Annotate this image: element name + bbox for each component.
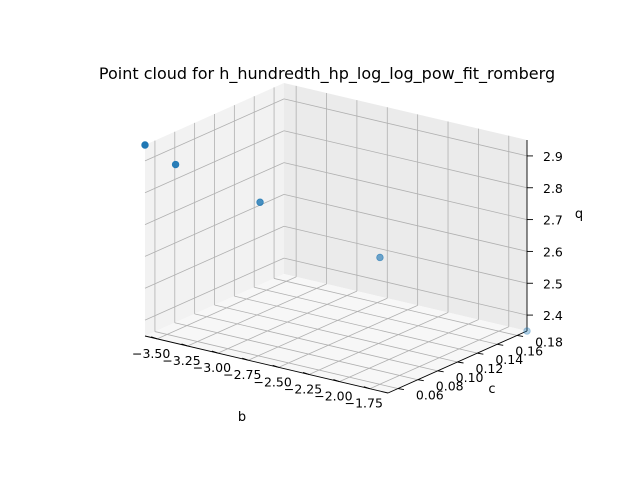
grid-line-y-floor: [214, 304, 458, 363]
y-tick-label: 0.16: [515, 343, 543, 358]
y-tick-label: 0.06: [416, 388, 444, 403]
x-tick-label: −2.50: [253, 374, 291, 389]
grid-line-y-floor: [154, 331, 399, 389]
grid-line-y-floor: [174, 322, 418, 381]
chart-ticks: −3.50−3.25−3.00−2.75−2.50−2.25−2.00−1.75…: [132, 149, 563, 411]
data-point: [171, 160, 180, 169]
chart-grid: [144, 85, 528, 390]
x-tick-mark: [151, 336, 158, 340]
grid-line-z-left: [144, 257, 285, 321]
grid-line-y-floor: [273, 278, 518, 336]
grid-line-z-back: [283, 257, 528, 316]
x-tick-label: −3.25: [162, 353, 200, 368]
grid-line-z-left: [144, 98, 285, 162]
x-tick-label: −1.75: [345, 396, 383, 411]
grid-line-z-left: [144, 130, 285, 194]
x-tick-mark: [363, 386, 370, 390]
z-tick-label: 2.4: [543, 308, 563, 323]
y-axis-label: c: [488, 382, 495, 397]
data-point: [376, 253, 384, 262]
grid-line-y-floor: [254, 286, 498, 345]
data-point: [256, 198, 264, 206]
y-tick-mark: [516, 334, 524, 337]
grid-line-y-floor: [194, 313, 438, 372]
x-tick-mark: [242, 357, 249, 361]
y-tick-label: 0.10: [456, 370, 484, 385]
x-tick-mark: [181, 343, 188, 347]
x-tick-mark: [211, 350, 219, 354]
grid-line-y-floor: [234, 295, 478, 354]
z-tick-label: 2.8: [543, 181, 563, 196]
x-axis-label: b: [238, 410, 246, 425]
x-tick-label: −3.00: [193, 360, 231, 375]
y-tick-mark: [497, 343, 504, 346]
grid-line-z-back: [283, 162, 528, 220]
y-tick-label: 0.12: [476, 361, 504, 376]
x-tick-label: −3.50: [132, 346, 170, 361]
data-point: [141, 141, 149, 149]
y-tick-label: 0.14: [495, 352, 523, 367]
x-tick-label: −2.25: [284, 381, 322, 396]
grid-line-z-left: [144, 162, 285, 225]
y-tick-label: 0.08: [436, 379, 464, 394]
z-tick-label: 2.5: [543, 276, 563, 291]
y-tick-mark: [437, 370, 444, 373]
y-tick-label: 0.18: [535, 334, 563, 349]
z-axis-label: q: [575, 207, 583, 222]
x-tick-mark: [302, 372, 310, 375]
grid-line-z-left: [144, 225, 285, 289]
grid-line-z-back: [283, 130, 528, 189]
z-tick-label: 2.7: [543, 213, 563, 228]
y-tick-mark: [457, 361, 464, 364]
chart-title: Point cloud for h_hundredth_hp_log_log_p…: [99, 64, 555, 84]
y-tick-mark: [417, 379, 424, 382]
z-tick-label: 2.6: [543, 244, 563, 259]
grid-line-z-back: [283, 194, 528, 252]
data-point: [523, 327, 531, 335]
grid-line-z-back: [283, 225, 528, 284]
x-tick-label: −2.00: [314, 389, 352, 404]
z-tick-label: 2.9: [543, 149, 563, 164]
grid-line-z-back: [283, 98, 528, 157]
y-tick-mark: [397, 388, 405, 391]
x-tick-mark: [333, 379, 340, 383]
chart-points: [141, 141, 531, 335]
x-tick-mark: [272, 364, 279, 368]
x-tick-label: −2.75: [223, 367, 261, 382]
y-tick-mark: [477, 352, 484, 355]
